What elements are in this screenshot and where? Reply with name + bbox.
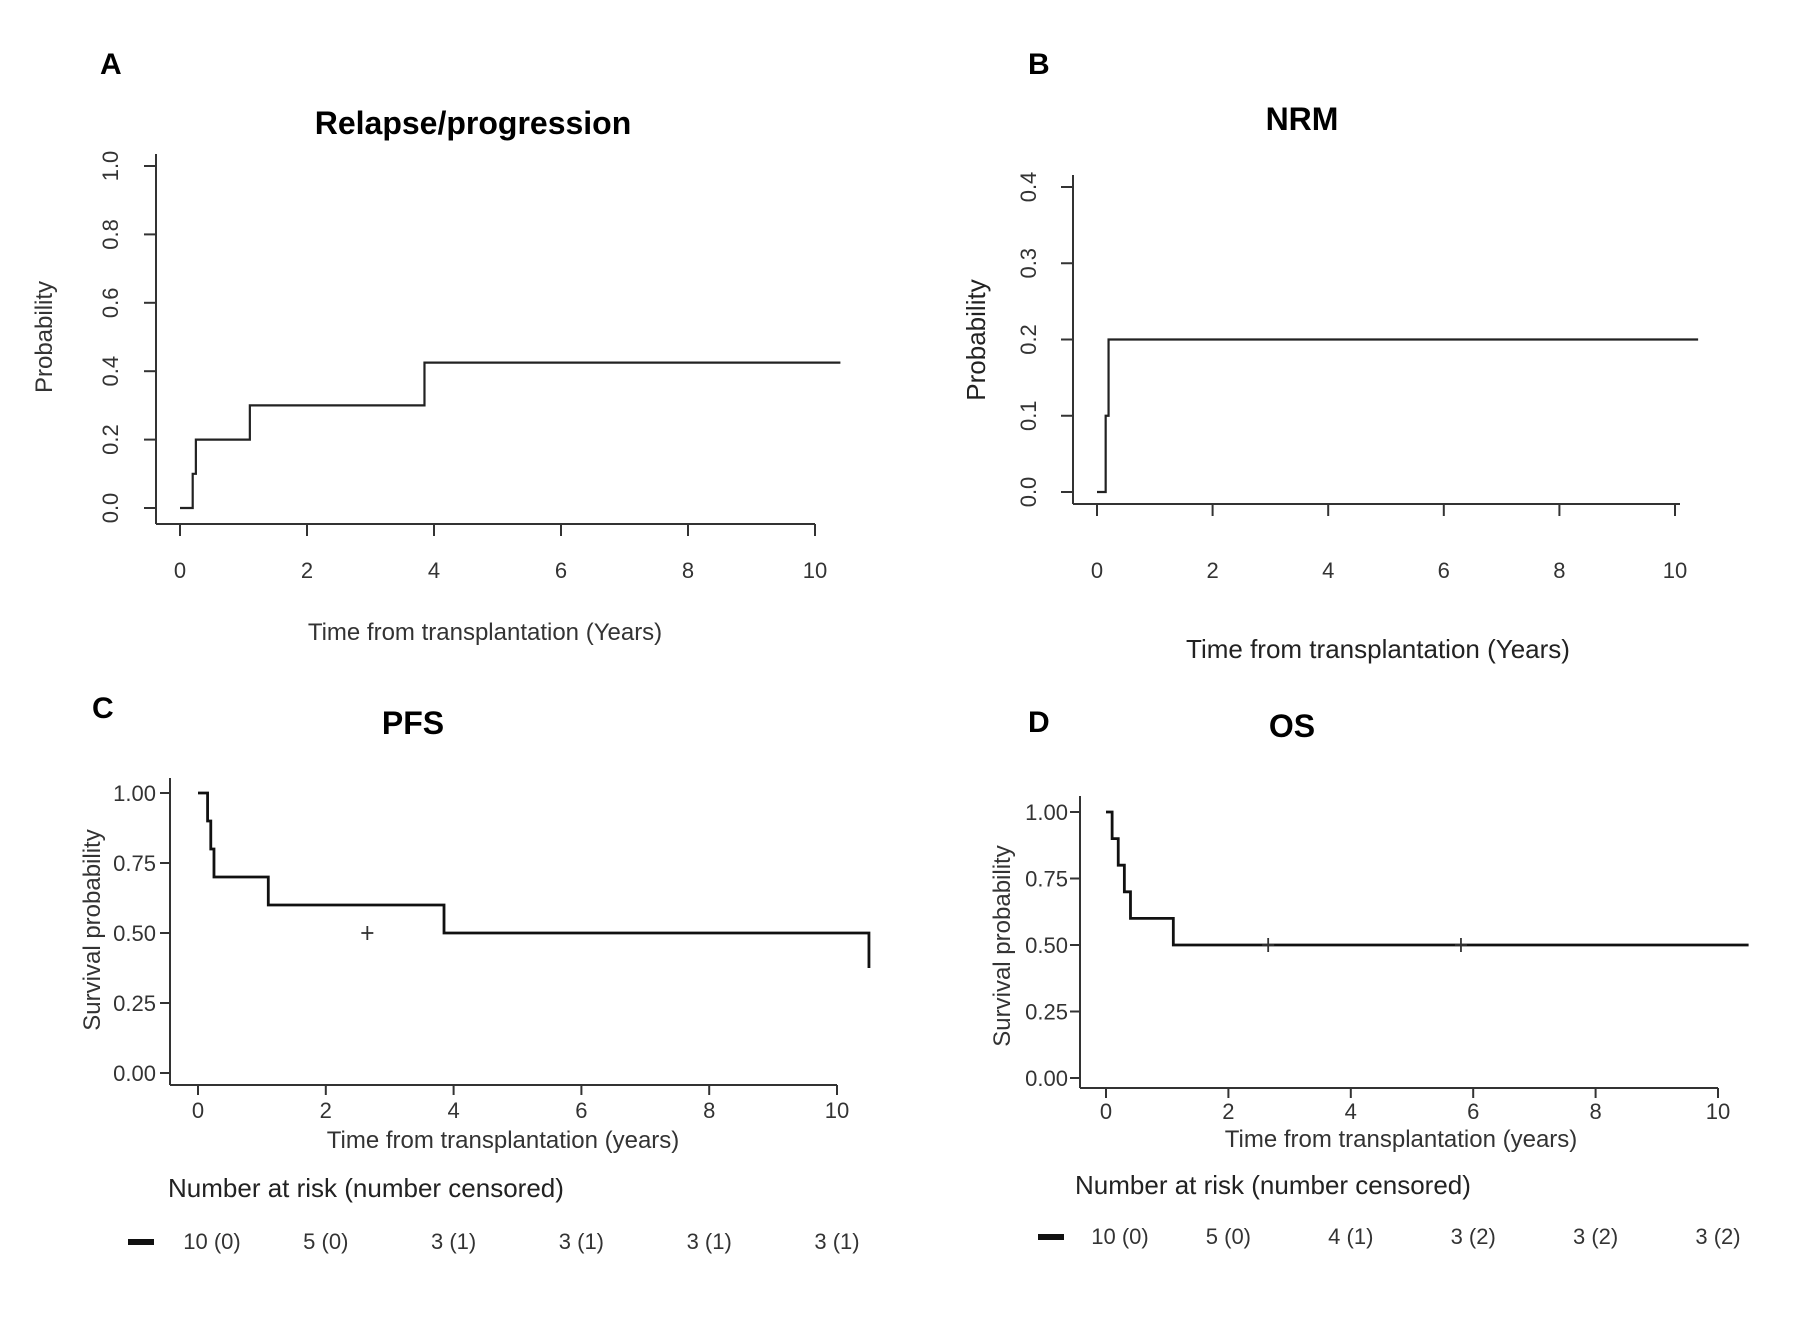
risk-table-value: 3 (1) [687, 1229, 732, 1254]
y-tick-label: 0.3 [1016, 248, 1041, 279]
risk-table-value: 3 (1) [559, 1229, 604, 1254]
panel-letter: A [100, 48, 122, 81]
x-tick-label: 0 [192, 1098, 204, 1123]
x-tick-label: 8 [703, 1098, 715, 1123]
chart-title: OS [1269, 708, 1315, 744]
x-tick-label: 4 [1345, 1099, 1357, 1124]
y-axis-label: Probability [31, 281, 58, 393]
step-curve [1106, 810, 1749, 947]
chart-title: Relapse/progression [315, 105, 632, 141]
y-tick-label: 0.2 [98, 424, 123, 455]
panel-a: A Relapse/progression 0 2 4 6 8 10 0.0 0.2 0.4 0.6 0… [31, 48, 841, 646]
x-tick-label: 6 [555, 558, 567, 583]
risk-table-value: 5 (0) [1206, 1224, 1251, 1249]
x-tick-label: 10 [803, 558, 827, 583]
risk-table-value: 4 (1) [1328, 1224, 1373, 1249]
y-tick-label: 0.6 [98, 288, 123, 319]
y-tick-label: 1.00 [113, 781, 156, 806]
y-tick-label: 0.0 [98, 493, 123, 524]
x-tick-label: 10 [1706, 1099, 1730, 1124]
x-tick-label: 0 [1091, 558, 1103, 583]
y-tick-label: 0.4 [1016, 172, 1041, 203]
x-tick-label: 4 [428, 558, 440, 583]
y-tick-label: 0.8 [98, 219, 123, 250]
step-curve [198, 791, 871, 968]
panel-b: B NRM 0 2 4 6 8 10 0.0 0.1 0.2 0.3 0.4 Time from tran… [961, 48, 1699, 664]
y-tick-label: 0.25 [113, 991, 156, 1016]
x-tick-label: 6 [1438, 558, 1450, 583]
risk-table-title: Number at risk (number censored) [168, 1173, 564, 1203]
panel-c: C PFS 0 2 4 6 8 10 0.00 0.25 0.50 0.75 1.00 Time from… [79, 692, 871, 1254]
y-tick-label: 0.75 [1025, 867, 1068, 892]
x-tick-label: 2 [320, 1098, 332, 1123]
x-tick-label: 2 [1206, 558, 1218, 583]
x-tick-label: 4 [1322, 558, 1334, 583]
y-tick-label: 0.4 [98, 356, 123, 387]
panel-letter: B [1028, 48, 1050, 81]
y-tick-label: 0.0 [1016, 477, 1041, 508]
step-curve [180, 361, 841, 510]
x-tick-label: 6 [1467, 1099, 1479, 1124]
y-tick-label: 0.1 [1016, 400, 1041, 431]
chart-title: PFS [382, 705, 444, 741]
y-tick-label: 1.0 [98, 151, 123, 182]
x-axis-label: Time from transplantation (Years) [1186, 634, 1570, 664]
x-tick-label: 8 [1553, 558, 1565, 583]
y-tick-label: 0.50 [113, 921, 156, 946]
x-tick-label: 0 [1100, 1099, 1112, 1124]
x-tick-label: 2 [301, 558, 313, 583]
x-axis-label: Time from transplantation (years) [327, 1127, 680, 1154]
risk-table-title: Number at risk (number censored) [1075, 1170, 1471, 1200]
risk-table-value: 3 (1) [431, 1229, 476, 1254]
x-tick-label: 10 [825, 1098, 849, 1123]
x-tick-label: 8 [682, 558, 694, 583]
x-tick-label: 2 [1222, 1099, 1234, 1124]
x-tick-label: 6 [575, 1098, 587, 1123]
y-tick-label: 0.25 [1025, 1000, 1068, 1025]
y-axis-label: Survival probability [79, 829, 106, 1030]
risk-table-value: 10 (0) [183, 1229, 240, 1254]
panel-letter: D [1028, 706, 1050, 739]
x-tick-label: 8 [1589, 1099, 1601, 1124]
risk-table-value: 5 (0) [303, 1229, 348, 1254]
x-axis-label: Time from transplantation (Years) [308, 619, 662, 646]
x-tick-label: 10 [1663, 558, 1687, 583]
risk-table-value: 3 (2) [1451, 1224, 1496, 1249]
y-tick-label: 0.2 [1016, 324, 1041, 355]
y-axis-label: Survival probability [989, 845, 1016, 1046]
panel-d: D OS 0 2 4 6 8 10 0.00 0.25 0.50 0.75 1.00 Time from … [989, 706, 1749, 1249]
chart-title: NRM [1266, 101, 1339, 137]
step-curve [1097, 338, 1699, 494]
risk-table-value: 10 (0) [1091, 1224, 1148, 1249]
y-tick-label: 1.00 [1025, 800, 1068, 825]
y-tick-label: 0.00 [113, 1061, 156, 1086]
risk-table-value: 3 (2) [1573, 1224, 1618, 1249]
y-tick-label: 0.50 [1025, 933, 1068, 958]
risk-table-value: 3 (2) [1695, 1224, 1740, 1249]
y-axis-label: Probability [961, 279, 991, 400]
x-axis-label: Time from transplantation (years) [1225, 1126, 1578, 1153]
y-tick-label: 0.75 [113, 851, 156, 876]
x-tick-label: 0 [174, 558, 186, 583]
risk-table-value: 3 (1) [814, 1229, 859, 1254]
panel-letter: C [92, 692, 114, 725]
x-tick-label: 4 [447, 1098, 459, 1123]
y-tick-label: 0.00 [1025, 1066, 1068, 1091]
